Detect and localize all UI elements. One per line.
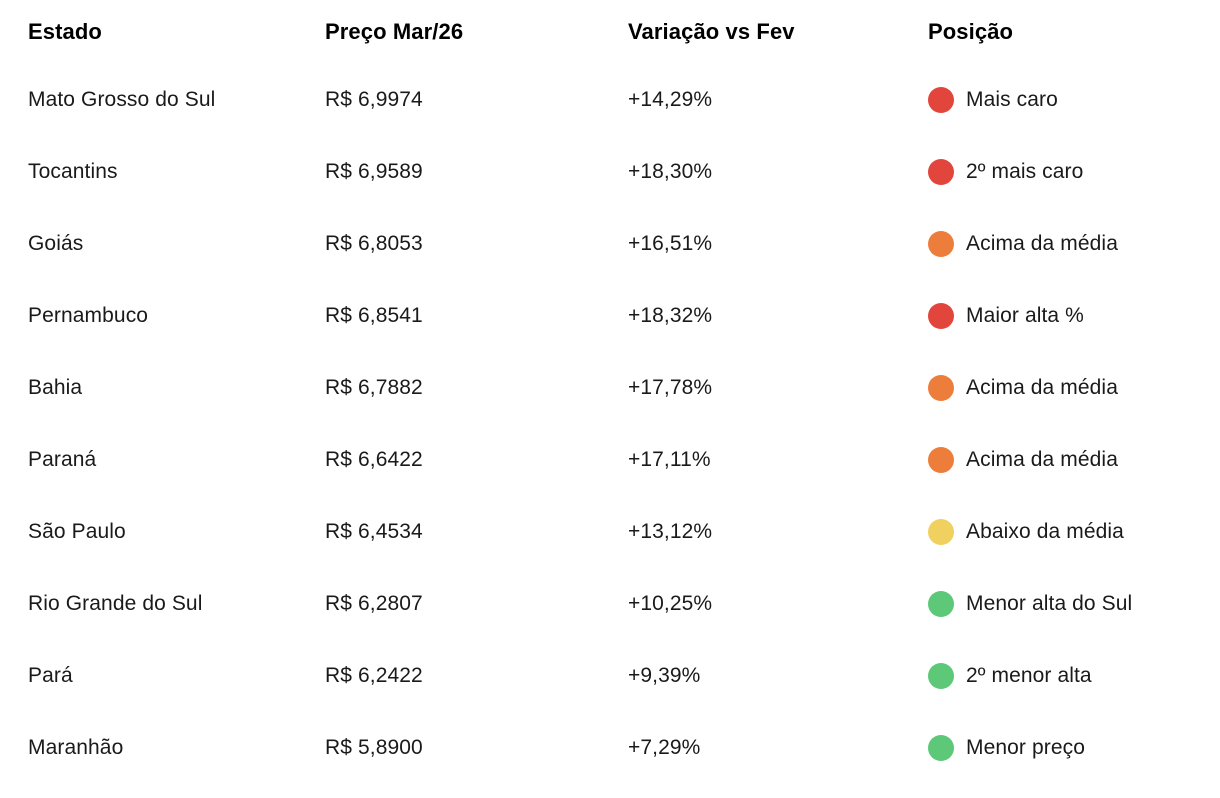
preco-cell: R$ 6,4534 <box>325 520 423 543</box>
preco-cell: R$ 6,2422 <box>325 664 423 687</box>
estado-cell: Rio Grande do Sul <box>28 592 203 615</box>
variacao-cell: +10,25% <box>628 592 713 615</box>
table-row: Goiás R$ 6,8053 +16,51% Acima da média <box>28 208 1200 280</box>
posicao-label: Acima da média <box>966 376 1118 399</box>
variacao-cell: +9,39% <box>628 664 701 687</box>
estado-cell: Mato Grosso do Sul <box>28 88 216 111</box>
estado-cell: Maranhão <box>28 736 124 759</box>
table-row: Mato Grosso do Sul R$ 6,9974 +14,29% Mai… <box>28 64 1200 136</box>
posicao-cell: Maior alta % <box>928 303 1200 329</box>
posicao-label: Abaixo da média <box>966 520 1124 543</box>
table-row: Rio Grande do Sul R$ 6,2807 +10,25% Meno… <box>28 568 1200 640</box>
table-row: São Paulo R$ 6,4534 +13,12% Abaixo da mé… <box>28 496 1200 568</box>
column-header-estado: Estado <box>28 19 102 44</box>
posicao-label: 2º mais caro <box>966 160 1084 183</box>
table-row: Bahia R$ 6,7882 +17,78% Acima da média <box>28 352 1200 424</box>
posicao-cell: Acima da média <box>928 375 1200 401</box>
variacao-cell: +16,51% <box>628 232 713 255</box>
posicao-label: Menor alta do Sul <box>966 592 1133 615</box>
preco-cell: R$ 6,8541 <box>325 304 423 327</box>
variacao-cell: +17,78% <box>628 376 713 399</box>
table-row: Pernambuco R$ 6,8541 +18,32% Maior alta … <box>28 280 1200 352</box>
preco-cell: R$ 6,7882 <box>325 376 423 399</box>
status-dot-icon <box>928 663 954 689</box>
preco-cell: R$ 6,9589 <box>325 160 423 183</box>
column-header-posicao: Posição <box>928 19 1014 44</box>
table-row: Pará R$ 6,2422 +9,39% 2º menor alta <box>28 640 1200 712</box>
estado-cell: Pernambuco <box>28 304 149 327</box>
status-dot-icon <box>928 303 954 329</box>
status-dot-icon <box>928 447 954 473</box>
column-header-preco: Preço Mar/26 <box>325 19 464 44</box>
table-row: Paraná R$ 6,6422 +17,11% Acima da média <box>28 424 1200 496</box>
status-dot-icon <box>928 231 954 257</box>
status-dot-icon <box>928 735 954 761</box>
posicao-label: Acima da média <box>966 448 1118 471</box>
variacao-cell: +18,30% <box>628 160 713 183</box>
posicao-label: Menor preço <box>966 736 1085 759</box>
status-dot-icon <box>928 375 954 401</box>
preco-cell: R$ 6,9974 <box>325 88 423 111</box>
estado-cell: Paraná <box>28 448 97 471</box>
posicao-label: Maior alta % <box>966 304 1084 327</box>
estado-cell: Pará <box>28 664 73 687</box>
preco-cell: R$ 6,6422 <box>325 448 423 471</box>
posicao-cell: Acima da média <box>928 447 1200 473</box>
variacao-cell: +18,32% <box>628 304 713 327</box>
variacao-cell: +17,11% <box>628 448 711 471</box>
posicao-label: Acima da média <box>966 232 1118 255</box>
table-row: Maranhão R$ 5,8900 +7,29% Menor preço <box>28 712 1200 784</box>
variacao-cell: +13,12% <box>628 520 713 543</box>
posicao-cell: 2º mais caro <box>928 159 1200 185</box>
status-dot-icon <box>928 87 954 113</box>
status-dot-icon <box>928 159 954 185</box>
estado-cell: Bahia <box>28 376 83 399</box>
table-header: Estado Preço Mar/26 Variação vs Fev Posi… <box>28 0 1200 64</box>
preco-cell: R$ 5,8900 <box>325 736 423 759</box>
status-dot-icon <box>928 519 954 545</box>
variacao-cell: +7,29% <box>628 736 701 759</box>
posicao-cell: Mais caro <box>928 87 1200 113</box>
posicao-label: 2º menor alta <box>966 664 1092 687</box>
table-row: Tocantins R$ 6,9589 +18,30% 2º mais caro <box>28 136 1200 208</box>
column-header-variacao: Variação vs Fev <box>628 19 795 44</box>
posicao-cell: 2º menor alta <box>928 663 1200 689</box>
estado-cell: São Paulo <box>28 520 126 543</box>
preco-cell: R$ 6,2807 <box>325 592 423 615</box>
posicao-cell: Menor alta do Sul <box>928 591 1200 617</box>
variacao-cell: +14,29% <box>628 88 713 111</box>
estado-cell: Goiás <box>28 232 84 255</box>
status-dot-icon <box>928 591 954 617</box>
preco-cell: R$ 6,8053 <box>325 232 423 255</box>
estado-cell: Tocantins <box>28 160 118 183</box>
posicao-label: Mais caro <box>966 88 1058 111</box>
posicao-cell: Acima da média <box>928 231 1200 257</box>
posicao-cell: Menor preço <box>928 735 1200 761</box>
posicao-cell: Abaixo da média <box>928 519 1200 545</box>
